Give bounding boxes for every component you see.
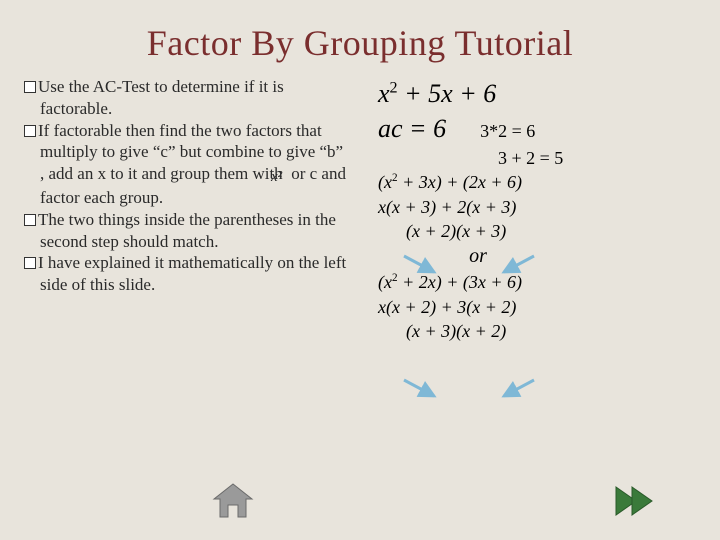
- ac-value: ac = 6: [378, 111, 446, 146]
- product-equation: 3*2 = 6: [480, 119, 535, 143]
- bullet-marker-icon: [24, 81, 36, 93]
- bullet-marker-icon: [24, 257, 36, 269]
- grouping-step: (x2 + 3x) + (2x + 6): [378, 170, 696, 194]
- grouping-step: x(x + 3) + 2(x + 3): [378, 195, 696, 219]
- bullet-text: If factorable then find the two factors …: [38, 121, 346, 208]
- list-item: Use the AC-Test to determine if it is fa…: [24, 76, 348, 120]
- play-forward-icon: [610, 481, 660, 521]
- list-item: If factorable then find the two factors …: [24, 120, 348, 209]
- grouping-result: (x + 3)(x + 2): [406, 319, 696, 343]
- bullet-list: Use the AC-Test to determine if it is fa…: [24, 76, 360, 343]
- math-column: x2 + 5x + 6 ac = 6 3*2 = 6 3 + 2 = 5 (x2…: [360, 76, 696, 343]
- page-title: Factor By Grouping Tutorial: [0, 0, 720, 76]
- home-button[interactable]: [210, 481, 256, 526]
- forward-button[interactable]: [610, 481, 660, 526]
- arrow-icon: [394, 378, 564, 400]
- bullet-text: I have explained it mathematically on th…: [38, 253, 346, 294]
- home-icon: [210, 481, 256, 521]
- bullet-text: The two things inside the parentheses in…: [38, 210, 336, 251]
- sum-equation: 3 + 2 = 5: [498, 146, 696, 170]
- bullet-marker-icon: [24, 125, 36, 137]
- or-separator: or: [378, 243, 578, 270]
- bullet-text: Use the AC-Test to determine if it is fa…: [38, 77, 284, 118]
- grouping-step: (x2 + 2x) + (3x + 6): [378, 270, 696, 294]
- grouping-result: (x + 2)(x + 3): [406, 219, 696, 243]
- bullet-marker-icon: [24, 214, 36, 226]
- nav-bar: [0, 481, 720, 526]
- content-area: Use the AC-Test to determine if it is fa…: [0, 76, 720, 343]
- list-item: The two things inside the parentheses in…: [24, 209, 348, 253]
- quadratic-expression: x2 + 5x + 6: [378, 76, 696, 111]
- grouping-step: x(x + 2) + 3(x + 2): [378, 295, 696, 319]
- list-item: I have explained it mathematically on th…: [24, 252, 348, 296]
